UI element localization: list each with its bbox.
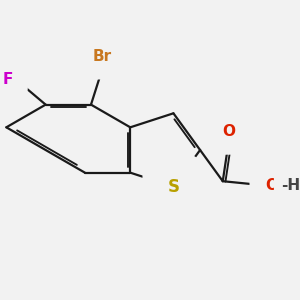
Text: F: F — [2, 72, 13, 87]
Text: O: O — [222, 124, 235, 140]
Text: O: O — [265, 178, 278, 193]
Text: Br: Br — [93, 49, 112, 64]
Text: S: S — [167, 178, 179, 196]
Text: -H: -H — [281, 178, 300, 193]
